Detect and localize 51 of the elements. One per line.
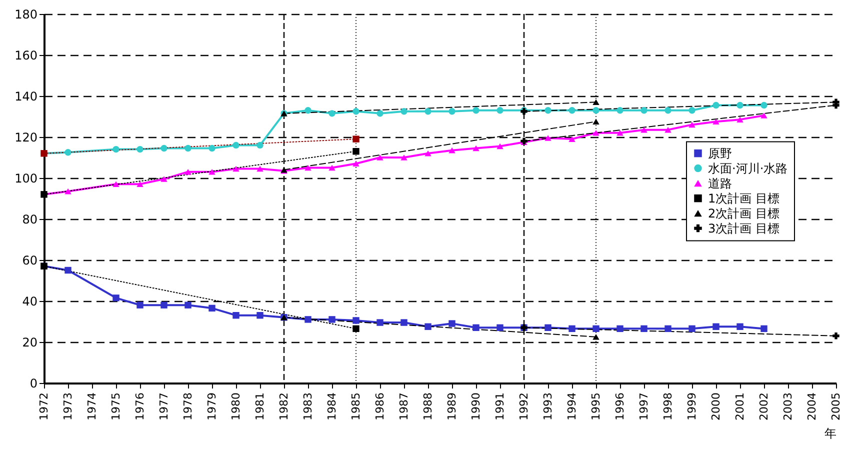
legend-label: 1次計画 目標 [708,191,780,206]
legend-label: 2次計画 目標 [708,206,780,220]
legend-label: 水面·河川·水路 [708,161,788,176]
x-tick-label: 1998 [662,392,674,420]
x-tick-label: 1977 [158,392,170,420]
x-tick-label: 1979 [206,392,218,420]
legend-label: 原野 [708,146,732,160]
x-tick-label: 1996 [614,392,626,420]
x-tick-label: 2000 [710,392,722,420]
x-tick-label: 1975 [110,392,122,420]
x-tick-label: 1987 [398,392,410,420]
x-tick-label: 2003 [782,392,794,420]
x-tick-label: 1990 [470,392,482,420]
legend-label: 道路 [708,176,732,190]
x-tick-label: 1978 [182,392,194,420]
x-tick-label: 1997 [638,392,650,420]
x-tick-label: 1985 [350,392,362,420]
y-tick-label: 140 [14,90,38,104]
x-tick-label: 1986 [374,392,386,420]
x-tick-label: 1973 [62,392,74,420]
y-tick-label: 20 [22,336,38,350]
y-tick-label: 0 [30,376,38,390]
y-tick-label: 40 [22,294,38,308]
x-tick-label: 2001 [734,392,746,420]
x-tick-label: 2005 [830,392,842,420]
x-tick-label: 2002 [758,392,770,420]
x-tick-label: 1983 [302,392,314,420]
y-tick-label: 120 [14,130,38,144]
x-tick-label: 1995 [590,392,602,420]
x-tick-label: 1999 [686,392,698,420]
x-tick-label: 1993 [542,392,554,420]
x-tick-label: 1981 [254,392,266,420]
y-tick-label: 160 [14,48,38,62]
x-tick-label: 1984 [326,392,338,420]
x-tick-label: 1972 [38,392,50,420]
legend-label: 3次計画 目標 [708,221,780,236]
x-tick-label: 1994 [566,392,578,420]
x-tick-label: 1980 [230,392,242,420]
x-tick-label: 1988 [422,392,434,420]
y-tick-label: 60 [22,254,38,268]
x-tick-label: 1976 [134,392,146,420]
x-tick-label: 2004 [806,392,818,420]
y-tick-label: 100 [14,172,38,186]
y-tick-label: 180 [14,8,38,22]
x-tick-label: 1989 [446,392,458,420]
x-axis-title: 年 [824,426,836,440]
x-tick-label: 1982 [278,392,290,420]
x-tick-label: 1974 [86,392,98,420]
x-tick-label: 1991 [494,392,506,420]
x-tick-label: 1992 [518,392,530,420]
y-tick-label: 80 [22,212,38,226]
